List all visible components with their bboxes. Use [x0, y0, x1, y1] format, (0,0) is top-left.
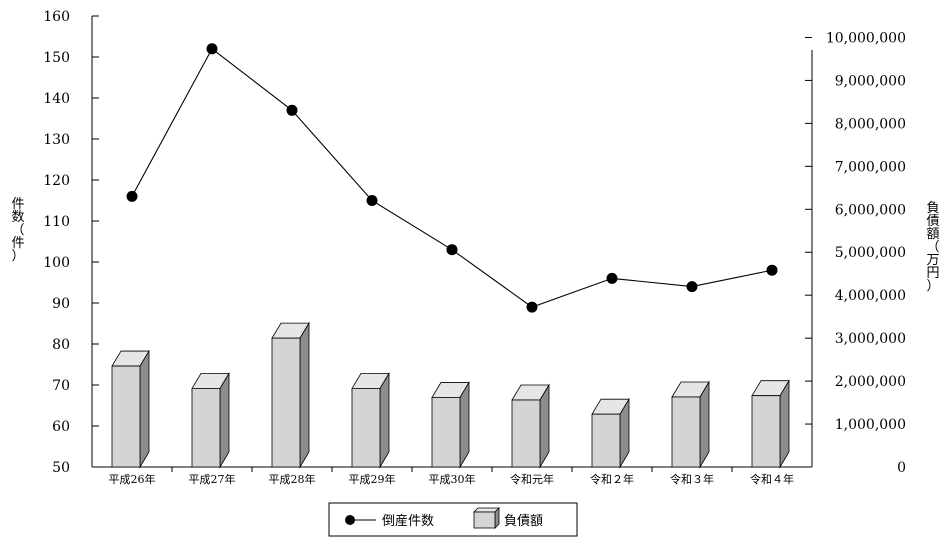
right-tick-label: 8,000,000	[835, 116, 906, 132]
bar-front	[591, 413, 621, 468]
right-tick-label: 6,000,000	[835, 202, 906, 218]
bar-side	[539, 383, 550, 469]
left-axis-label: 件数（件）	[11, 197, 24, 264]
left-tick-label: 90	[52, 296, 70, 312]
left-tick-label: 70	[52, 378, 70, 394]
bar-front	[271, 337, 301, 468]
line-point	[366, 195, 378, 206]
bar-front	[511, 399, 541, 468]
right-axis-label-char: （	[926, 240, 939, 255]
legend-bar-swatch	[473, 507, 500, 529]
category-label: 令和元年	[510, 472, 554, 486]
bar	[191, 371, 230, 469]
right-axis-label: 負債額（万円）	[926, 201, 939, 294]
category-label: 平成28年	[269, 472, 316, 486]
right-tick-label: 10,000,000	[826, 30, 906, 46]
series-line	[131, 47, 773, 308]
left-axis-label-char: （	[11, 223, 24, 238]
right-tick-label: 0	[897, 460, 906, 476]
bar-front	[191, 387, 221, 468]
left-tick-label: 130	[43, 132, 70, 148]
bar-front	[431, 397, 461, 468]
category-label: 平成29年	[349, 472, 396, 486]
bar-front	[671, 396, 701, 468]
line-point	[446, 244, 458, 256]
right-axis-label-char: 額	[926, 227, 939, 242]
left-axis-ticks: 50 60 70 80 90 100 110 120 130 140 150 160	[43, 9, 99, 476]
left-tick-label: 120	[43, 173, 70, 189]
bar-side	[379, 371, 390, 469]
line-point	[206, 43, 218, 55]
bar-side	[299, 321, 310, 469]
category-label: 令和４年	[750, 472, 794, 486]
line-point	[286, 104, 298, 116]
right-axis-label-char: 負	[926, 201, 939, 216]
bar	[591, 397, 630, 469]
bar	[431, 380, 470, 469]
right-axis-label-char: ）	[926, 279, 939, 294]
line-point	[126, 190, 138, 202]
category-label: 令和２年	[590, 472, 634, 486]
left-tick-label: 160	[43, 9, 70, 25]
right-tick-label: 2,000,000	[835, 374, 906, 390]
bar-side	[219, 371, 230, 469]
bar	[671, 380, 710, 469]
bar	[751, 379, 790, 469]
bar-front	[111, 365, 141, 468]
left-axis-label-char: 数	[11, 210, 24, 225]
bar	[271, 321, 310, 469]
right-axis-ticks: 0 1,000,000 2,000,000 3,000,000 4,000,000 5,0…	[805, 30, 906, 476]
left-tick-label: 110	[43, 214, 70, 230]
right-tick-label: 5,000,000	[835, 245, 906, 261]
left-axis-label-char: 件	[11, 197, 24, 212]
right-tick-label: 7,000,000	[835, 159, 906, 175]
left-tick-label: 100	[43, 255, 70, 271]
category-label: 平成30年	[429, 472, 476, 486]
legend-label-bar: 負債額	[504, 514, 543, 529]
line-point	[526, 301, 538, 313]
bar	[351, 371, 390, 469]
category-label: 平成26年	[109, 472, 156, 486]
category-label: 令和３年	[670, 472, 714, 486]
legend-line-marker	[345, 515, 355, 525]
left-axis-label-char: 件	[11, 236, 24, 251]
bar	[111, 349, 150, 469]
left-tick-label: 140	[43, 91, 70, 107]
category-labels: 平成26年 平成27年 平成28年 平成29年 平成30年 令和元年 令和２年 令和３年 令和４…	[109, 467, 794, 486]
left-tick-label: 150	[43, 50, 70, 66]
bar-series	[111, 321, 790, 469]
line-point	[686, 281, 698, 293]
bar-side	[139, 349, 150, 469]
bar	[511, 383, 550, 469]
bar-front	[351, 387, 381, 468]
left-tick-label: 50	[52, 460, 70, 476]
line-point	[606, 272, 618, 284]
legend: 倒産件数 負債額	[328, 502, 578, 537]
left-axis-label-char: ）	[11, 249, 24, 264]
right-tick-label: 3,000,000	[835, 331, 906, 347]
right-axis-label-char: 万	[926, 253, 939, 268]
bar-front	[751, 395, 781, 468]
legend-label-line: 倒産件数	[382, 513, 434, 529]
left-tick-label: 80	[52, 337, 70, 353]
left-tick-label: 60	[52, 419, 70, 435]
right-axis-label-char: 債	[926, 214, 939, 229]
line-series	[126, 43, 778, 313]
bar-side	[779, 379, 790, 469]
category-label: 平成27年	[189, 472, 236, 486]
right-tick-label: 4,000,000	[835, 288, 906, 304]
right-tick-label: 9,000,000	[835, 73, 906, 89]
right-tick-label: 1,000,000	[835, 417, 906, 433]
right-axis-label-char: 円	[926, 266, 939, 281]
bar-side	[459, 380, 470, 469]
line-point	[766, 264, 778, 276]
bar-side	[699, 380, 710, 469]
